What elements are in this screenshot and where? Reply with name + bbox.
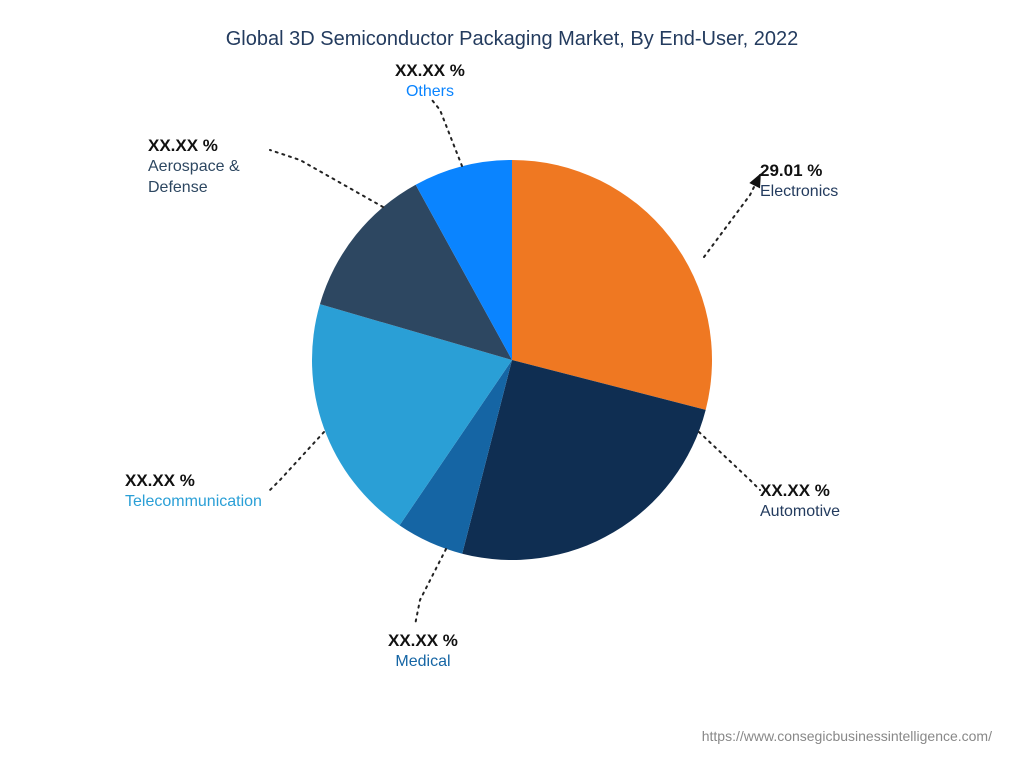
label-telecom: Telecommunication (125, 492, 262, 513)
label-automotive: Automotive (760, 502, 840, 523)
callout-others: XX.XX %Others (395, 60, 465, 103)
label-medical: Medical (388, 652, 458, 673)
pct-medical: XX.XX % (388, 630, 458, 652)
label-aerospace: Aerospace &Defense (148, 157, 240, 199)
callout-aerospace: XX.XX %Aerospace &Defense (148, 135, 240, 199)
pct-others: XX.XX % (395, 60, 465, 82)
label-electronics: Electronics (760, 182, 838, 203)
pct-aerospace: XX.XX % (148, 135, 240, 157)
pie-chart (312, 160, 712, 560)
callout-medical: XX.XX %Medical (388, 630, 458, 673)
leader-electronics (704, 175, 760, 257)
attribution-url: https://www.consegicbusinessintelligence… (702, 728, 992, 744)
pie-chart-wrap: 29.01 %ElectronicsXX.XX %AutomotiveXX.XX… (0, 0, 1024, 768)
leader-medical (415, 549, 446, 625)
callout-electronics: 29.01 %Electronics (760, 160, 838, 203)
callout-telecom: XX.XX %Telecommunication (125, 470, 262, 513)
pct-automotive: XX.XX % (760, 480, 840, 502)
label-others: Others (395, 82, 465, 103)
pct-telecom: XX.XX % (125, 470, 262, 492)
leader-others (432, 100, 462, 166)
pct-electronics: 29.01 % (760, 160, 838, 182)
callout-automotive: XX.XX %Automotive (760, 480, 840, 523)
